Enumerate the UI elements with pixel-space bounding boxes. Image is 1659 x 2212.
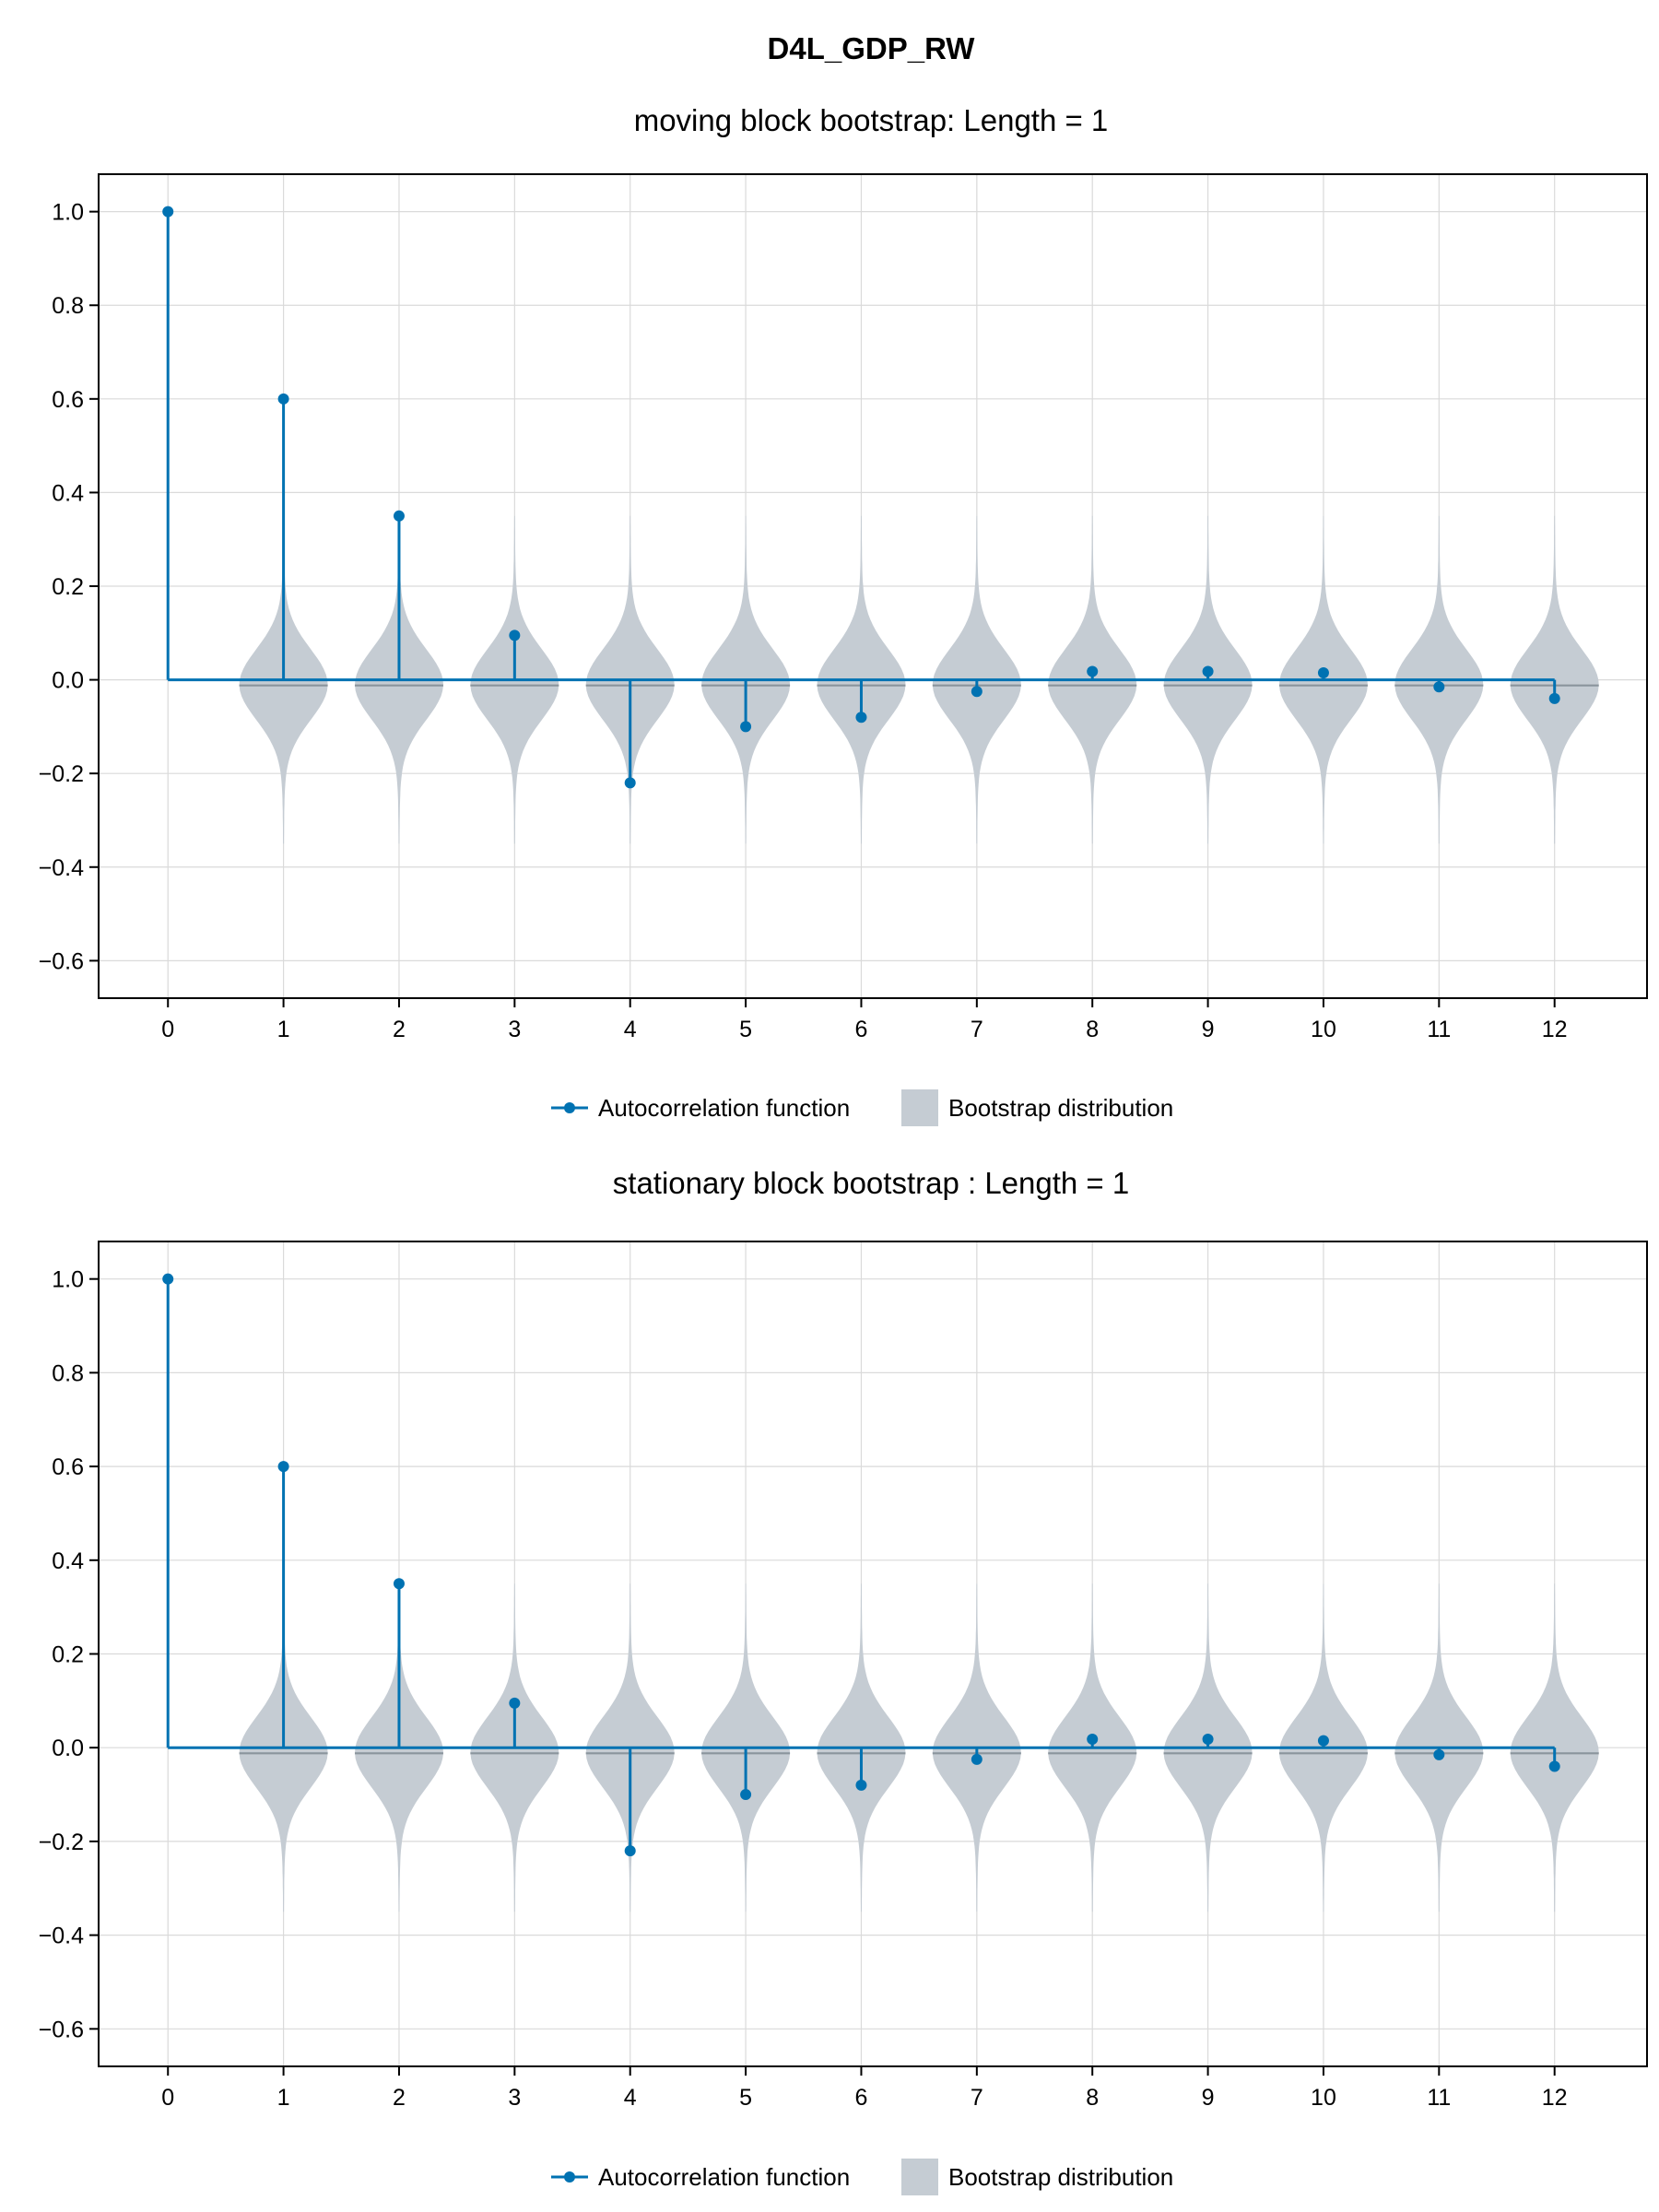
x-tick-label: 3: [508, 2085, 521, 2111]
acf-point: [1548, 1760, 1560, 1772]
acf-point: [1317, 666, 1329, 678]
acf-point: [971, 1753, 982, 1765]
panels: moving block bootstrap: Length = 10 1 2 3 4 5…: [39, 103, 1648, 2195]
x-tick-label: 2: [393, 1017, 406, 1042]
acf-point: [855, 712, 867, 724]
y-tick-label: 0.8: [52, 293, 84, 319]
legend-acf-marker: [564, 2171, 575, 2183]
x-tick-label: 0: [161, 1017, 174, 1042]
acf-point: [855, 1779, 867, 1791]
acf-series: [162, 1273, 1560, 1857]
acf-point: [1433, 1748, 1445, 1760]
x-tick-label: 9: [1202, 2085, 1215, 2111]
x-tick-label: 7: [971, 1017, 983, 1042]
x-tick-label: 4: [624, 2085, 637, 2111]
y-tick-label: 0.4: [52, 1548, 84, 1574]
y-tick-label: 0.6: [52, 387, 84, 413]
acf-point: [1087, 665, 1099, 677]
legend-acf-label: Autocorrelation function: [598, 1094, 850, 1122]
x-tick-label: 6: [855, 2085, 868, 2111]
chart-title: moving block bootstrap: Length = 1: [634, 103, 1109, 137]
acf-point: [509, 1697, 521, 1709]
legend-bootstrap-label: Bootstrap distribution: [948, 1094, 1173, 1122]
y-tick-label: 0.8: [52, 1360, 84, 1386]
x-tick-label: 10: [1311, 2085, 1336, 2111]
legend-acf-marker: [564, 1102, 575, 1113]
acf-point: [624, 1845, 636, 1857]
x-tick-label: 9: [1202, 1017, 1215, 1042]
x-tick-label: 11: [1427, 2085, 1451, 2111]
x-tick-label: 7: [971, 2085, 983, 2111]
acf-point: [393, 1578, 405, 1590]
chart-panel-1: moving block bootstrap: Length = 10 1 2 3 4 5…: [39, 103, 1648, 1126]
x-tick-label: 4: [624, 1017, 637, 1042]
y-tick-label: 0.2: [52, 1642, 84, 1668]
acf-point: [740, 721, 752, 733]
acf-series: [162, 206, 1560, 789]
acf-point: [1202, 1734, 1214, 1746]
x-tick-label: 12: [1542, 2085, 1568, 2111]
acf-point: [971, 686, 982, 698]
acf-point: [1087, 1734, 1099, 1746]
x-tick-label: 5: [739, 2085, 752, 2111]
acf-point: [1202, 665, 1214, 677]
chart-panel-2: stationary block bootstrap : Length = 1 0…: [39, 1166, 1648, 2195]
legend-acf-label: Autocorrelation function: [598, 2163, 850, 2191]
legend-bootstrap-swatch: [901, 2159, 938, 2195]
acf-point: [393, 510, 405, 522]
acf-point: [277, 393, 289, 405]
x-tick-label: 6: [855, 1017, 868, 1042]
figure-title: D4L_GDP_RW: [768, 31, 976, 65]
acf-point: [162, 206, 174, 218]
legend: Autocorrelation function Bootstrap distri…: [551, 1089, 1173, 1126]
y-tick-label: −0.6: [39, 2017, 84, 2042]
acf-point: [277, 1461, 289, 1473]
x-tick-label: 2: [393, 2085, 406, 2111]
axis-ticks: 0 1 2 3 4 5 6 7 8 9 10 11 12−0.6−0.4−0.20.00.20.40.6…: [39, 200, 1568, 1042]
legend-bootstrap-swatch: [901, 1089, 938, 1126]
y-tick-label: −0.2: [39, 1830, 84, 1855]
axis-ticks: 0 1 2 3 4 5 6 7 8 9 10 11 12−0.6−0.4−0.20.00.20.40.6…: [39, 1267, 1568, 2111]
acf-point: [740, 1789, 752, 1801]
acf-point: [624, 777, 636, 789]
x-tick-label: 12: [1542, 1017, 1568, 1042]
x-tick-label: 11: [1427, 1017, 1451, 1042]
y-tick-label: 0.0: [52, 668, 84, 694]
x-tick-label: 8: [1086, 2085, 1099, 2111]
y-tick-label: −0.2: [39, 761, 84, 787]
gridlines: [99, 1241, 1647, 2066]
y-tick-label: −0.6: [39, 948, 84, 974]
y-tick-label: 0.6: [52, 1454, 84, 1480]
legend-bootstrap-label: Bootstrap distribution: [948, 2163, 1173, 2191]
x-tick-label: 8: [1086, 1017, 1099, 1042]
x-tick-label: 1: [277, 1017, 290, 1042]
x-tick-label: 1: [277, 2085, 290, 2111]
y-tick-label: 1.0: [52, 1267, 84, 1293]
y-tick-label: 0.4: [52, 480, 84, 506]
acf-point: [162, 1273, 174, 1285]
legend: Autocorrelation function Bootstrap distri…: [551, 2159, 1173, 2195]
chart-title: stationary block bootstrap : Length = 1: [613, 1166, 1129, 1200]
y-tick-label: −0.4: [39, 855, 84, 881]
x-tick-label: 5: [739, 1017, 752, 1042]
y-tick-label: −0.4: [39, 1924, 84, 1949]
acf-point: [1317, 1735, 1329, 1747]
acf-point: [1548, 692, 1560, 704]
y-tick-label: 0.2: [52, 574, 84, 600]
y-tick-label: 0.0: [52, 1735, 84, 1761]
gridlines: [99, 174, 1647, 998]
y-tick-label: 1.0: [52, 200, 84, 226]
x-tick-label: 10: [1311, 1017, 1336, 1042]
acf-point: [509, 629, 521, 641]
acf-point: [1433, 681, 1445, 693]
x-tick-label: 3: [508, 1017, 521, 1042]
x-tick-label: 0: [161, 2085, 174, 2111]
